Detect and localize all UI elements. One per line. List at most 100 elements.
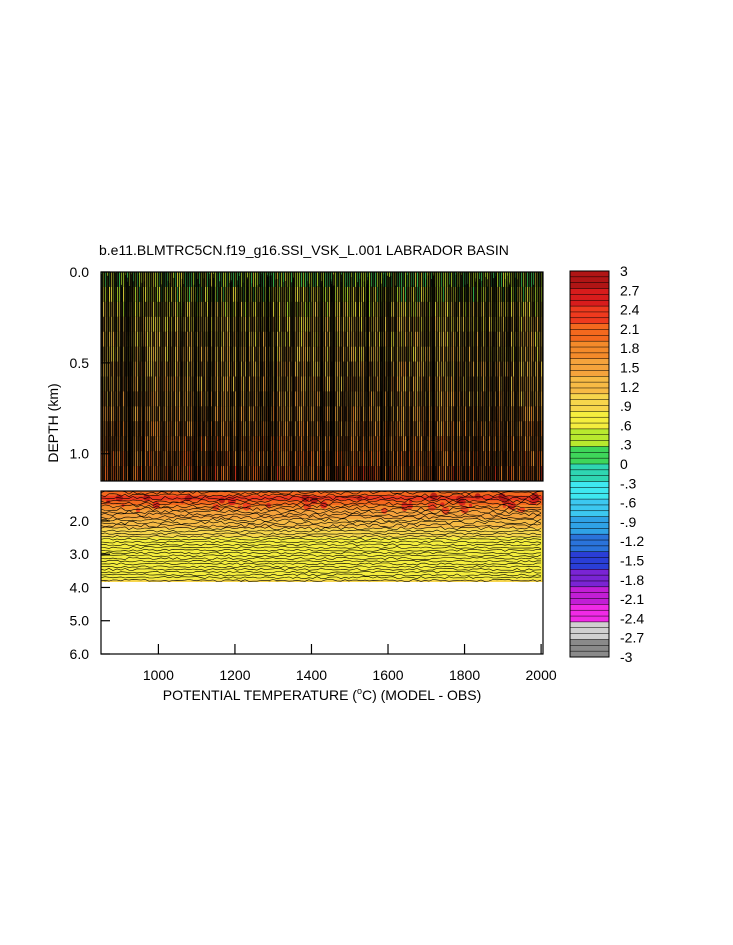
upper-field-cell bbox=[349, 331, 351, 347]
upper-field-cell bbox=[399, 466, 401, 481]
upper-field-cell bbox=[443, 451, 445, 467]
upper-field-cell bbox=[377, 451, 379, 467]
upper-field-cell bbox=[451, 466, 453, 481]
lower-field-band bbox=[101, 511, 543, 515]
upper-field-cell bbox=[211, 451, 213, 467]
upper-field-cell bbox=[513, 421, 515, 437]
upper-field-cell bbox=[377, 466, 379, 481]
upper-field-cell bbox=[403, 421, 405, 437]
upper-field-cell bbox=[221, 361, 223, 377]
upper-field-cell bbox=[303, 301, 305, 317]
upper-field-cell bbox=[353, 436, 355, 452]
upper-field-cell bbox=[313, 301, 315, 317]
upper-field-cell bbox=[531, 406, 533, 422]
upper-field-cell bbox=[223, 376, 225, 392]
upper-field-cell bbox=[255, 391, 257, 407]
upper-field-cell bbox=[335, 286, 337, 302]
upper-field-cell bbox=[205, 376, 207, 392]
upper-field-cell bbox=[317, 391, 319, 407]
upper-field-cell bbox=[413, 346, 415, 362]
upper-field-cell bbox=[415, 331, 417, 347]
upper-field-cell bbox=[291, 272, 293, 287]
upper-field-cell bbox=[157, 376, 159, 392]
upper-field-cell bbox=[371, 436, 373, 452]
upper-field-cell bbox=[217, 272, 219, 287]
upper-field-cell bbox=[303, 421, 305, 437]
colorbar-band bbox=[570, 271, 609, 278]
upper-field-cell bbox=[215, 331, 217, 347]
upper-field-cell bbox=[137, 451, 139, 467]
upper-field-cell bbox=[313, 436, 315, 452]
upper-field-cell bbox=[473, 466, 475, 481]
upper-field-cell bbox=[411, 286, 413, 302]
upper-field-cell bbox=[179, 466, 181, 481]
upper-field-cell bbox=[231, 391, 233, 407]
upper-field-cell bbox=[159, 361, 161, 377]
upper-field-cell bbox=[513, 451, 515, 467]
upper-field-cell bbox=[245, 391, 247, 407]
upper-field-cell bbox=[297, 301, 299, 317]
upper-field-cell bbox=[429, 331, 431, 347]
upper-field-cell bbox=[521, 406, 523, 422]
upper-field-cell bbox=[353, 346, 355, 362]
upper-field-cell bbox=[273, 301, 275, 317]
colorbar-band bbox=[570, 621, 609, 629]
upper-field-cell bbox=[167, 301, 169, 317]
upper-field-cell bbox=[265, 272, 267, 287]
colorbar-band bbox=[570, 610, 609, 617]
upper-field-cell bbox=[197, 346, 199, 362]
upper-field-cell bbox=[253, 361, 255, 377]
lower-contour-line bbox=[101, 546, 542, 549]
upper-field-cell bbox=[179, 436, 181, 452]
upper-field-cell bbox=[255, 272, 257, 287]
lower-field-patch bbox=[135, 507, 141, 513]
upper-field-cell bbox=[457, 316, 459, 332]
upper-field-cell bbox=[337, 286, 339, 302]
upper-field-cell bbox=[355, 421, 357, 437]
lower-field-band bbox=[101, 507, 543, 511]
upper-field-cell bbox=[295, 436, 297, 452]
upper-field-cell bbox=[289, 391, 291, 407]
upper-field-cell bbox=[447, 286, 449, 302]
upper-field-cell bbox=[233, 436, 235, 452]
colorbar-band bbox=[570, 376, 609, 383]
upper-field-cell bbox=[297, 391, 299, 407]
upper-field-cell bbox=[351, 376, 353, 392]
upper-field-cell bbox=[289, 361, 291, 377]
upper-field-cell bbox=[401, 301, 403, 317]
upper-field-cell bbox=[249, 286, 251, 302]
upper-field-cell bbox=[103, 391, 105, 407]
upper-field-cell bbox=[435, 286, 437, 302]
upper-field-cell bbox=[241, 466, 243, 481]
upper-field-cell bbox=[375, 316, 377, 332]
upper-field-cell bbox=[277, 316, 279, 332]
upper-field-cell bbox=[399, 391, 401, 407]
upper-field-cell bbox=[413, 376, 415, 392]
upper-field-cell bbox=[147, 286, 149, 302]
upper-field-cell bbox=[117, 436, 119, 452]
upper-field-cell bbox=[109, 301, 111, 317]
upper-field-cell bbox=[397, 406, 399, 422]
upper-contour-line bbox=[304, 281, 308, 481]
upper-field-cell bbox=[413, 436, 415, 452]
upper-field-cell bbox=[137, 466, 139, 481]
upper-field-cell bbox=[343, 346, 345, 362]
upper-field-cell bbox=[149, 421, 151, 437]
upper-field-cell bbox=[171, 451, 173, 467]
upper-field-cell bbox=[495, 391, 497, 407]
upper-field-cell bbox=[415, 436, 417, 452]
upper-field-cell bbox=[337, 346, 339, 362]
upper-field-cell bbox=[221, 316, 223, 332]
upper-contour-line bbox=[487, 279, 489, 481]
upper-field-cell bbox=[277, 301, 279, 317]
upper-field-cell bbox=[463, 361, 465, 377]
upper-field-cell bbox=[285, 391, 287, 407]
upper-field-cell bbox=[473, 316, 475, 332]
upper-field-cell bbox=[157, 361, 159, 377]
upper-field-cell bbox=[113, 331, 115, 347]
upper-field-cell bbox=[489, 272, 491, 287]
upper-field-cell bbox=[275, 272, 277, 287]
upper-field-cell bbox=[155, 361, 157, 377]
upper-field-cell bbox=[429, 346, 431, 362]
upper-field-cell bbox=[347, 436, 349, 452]
